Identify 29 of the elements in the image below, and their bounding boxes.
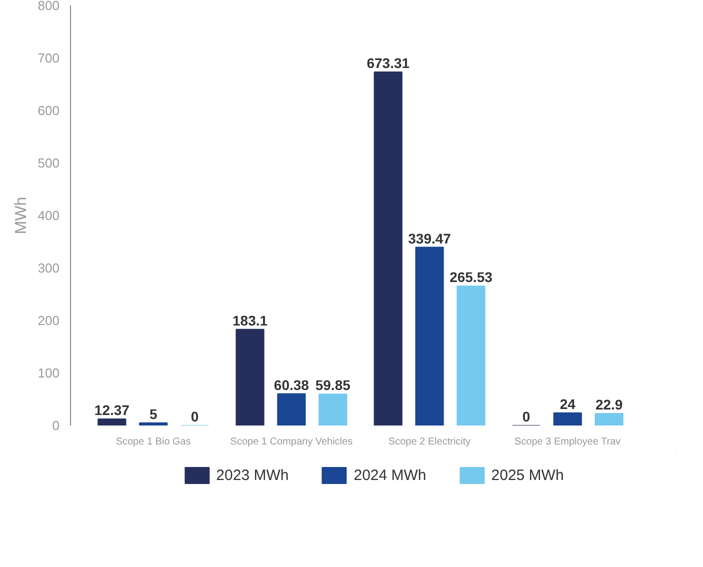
data-label: 12.37 xyxy=(94,402,130,418)
y-tick-label: 400 xyxy=(38,208,60,223)
data-label: 0 xyxy=(522,408,530,424)
data-label: 183.1 xyxy=(232,312,268,328)
y-axis-title: MWh xyxy=(12,196,30,234)
y-tick-label: 300 xyxy=(38,260,60,276)
data-label: 0 xyxy=(190,408,199,424)
data-label: 59.85 xyxy=(315,377,351,394)
data-label: 339.47 xyxy=(408,230,452,246)
data-label: 22.9 xyxy=(595,396,623,412)
y-tick-label: 500 xyxy=(38,156,60,170)
y-tick-label: 800 xyxy=(38,0,60,13)
legend-label: 2023 MWh xyxy=(216,466,289,484)
x-tick-label: Scope 2 Electricity xyxy=(388,436,471,448)
x-tick-label: Scope 1 Bio Gas xyxy=(116,436,191,448)
y-tick-label: 100 xyxy=(38,366,60,380)
x-tick-label: Scope 1 Company Vehicles xyxy=(230,436,353,448)
legend-label: 2024 MWh xyxy=(354,466,426,484)
legend-label: 2025 MWh xyxy=(491,466,564,484)
y-tick-label: 0 xyxy=(52,418,60,433)
y-tick-label: 600 xyxy=(38,103,60,118)
data-label: 265.53 xyxy=(450,269,493,286)
x-tick-label: Scope 3 Employee Trav xyxy=(514,436,621,448)
y-tick-label: 700 xyxy=(38,50,60,66)
data-label: 24 xyxy=(560,396,576,412)
data-label: 60.38 xyxy=(274,376,310,393)
y-tick-label: 200 xyxy=(38,313,60,328)
data-label: 5 xyxy=(149,406,158,422)
data-label: 673.31 xyxy=(366,55,410,72)
